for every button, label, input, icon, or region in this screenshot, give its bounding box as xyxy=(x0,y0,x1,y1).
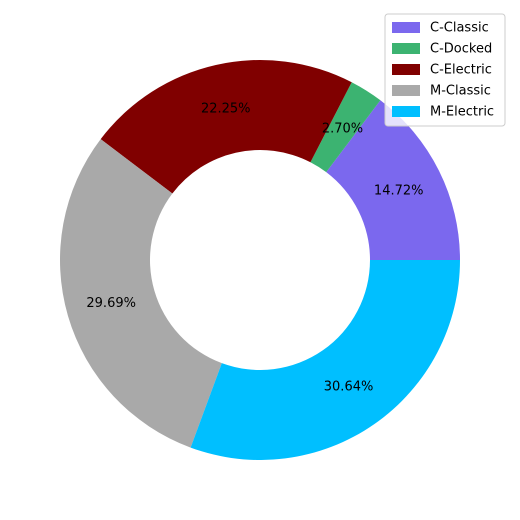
percentage-label-c-classic: 14.72% xyxy=(374,183,424,198)
legend-label-m-electric: M-Electric xyxy=(430,105,494,120)
legend-label-m-classic: M-Classic xyxy=(430,84,491,99)
legend-label-c-docked: C-Docked xyxy=(430,42,492,57)
slice-m-classic xyxy=(60,139,222,447)
percentage-label-c-docked: 2.70% xyxy=(322,121,363,136)
percentage-label-m-electric: 30.64% xyxy=(324,380,374,395)
legend-label-c-electric: C-Electric xyxy=(430,63,492,78)
legend-swatch-m-electric xyxy=(392,106,420,117)
legend: C-Classic C-Docked C-Electric M-Classic M-El… xyxy=(385,14,505,126)
percentage-label-m-classic: 29.69% xyxy=(86,296,136,311)
legend-swatch-c-electric xyxy=(392,64,420,75)
legend-label-c-classic: C-Classic xyxy=(430,21,489,36)
legend-swatch-c-docked xyxy=(392,43,420,54)
legend-swatch-m-classic xyxy=(392,85,420,96)
legend-swatch-c-classic xyxy=(392,22,420,33)
slice-m-electric xyxy=(191,260,460,460)
percentage-label-c-electric: 22.25% xyxy=(201,101,251,116)
